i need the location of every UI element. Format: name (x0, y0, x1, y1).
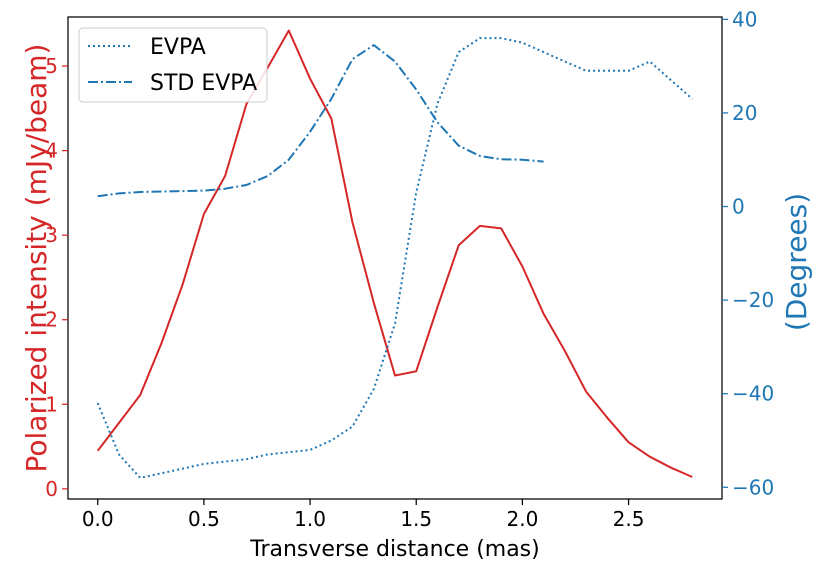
y-axis-label-right: (Degrees) (780, 193, 813, 331)
x-axis-label: Transverse distance (mas) (249, 537, 539, 562)
x-tick-label: 2.5 (613, 507, 645, 531)
y-left-tick-label: 2 (45, 308, 58, 332)
legend-evpa-label: EVPA (150, 35, 206, 60)
legend-box (78, 27, 268, 103)
series-line-std-evpa (97, 44, 544, 198)
y-left-tick-label: 0 (45, 477, 58, 501)
x-tick-label: 1.0 (294, 507, 326, 531)
ticks-layer: 0.0 0.5 1.0 1.5 2.0 2.5 0 1 2 3 4 5 40 20 0 −20 −40 −60 (45, 7, 774, 531)
y-right-tick-label: 40 (732, 7, 757, 31)
y-right-tick-label: 20 (732, 101, 757, 125)
series-line-evpa (96, 37, 693, 479)
x-tick-label: 2.0 (506, 507, 538, 531)
legend-std-evpa-label: STD EVPA (150, 71, 257, 96)
y-axis-label-left: Polarized intensity (mJy/beam) (20, 44, 53, 473)
y-left-tick-label: 4 (45, 139, 58, 163)
x-tick-label: 1.5 (400, 507, 432, 531)
y-right-tick-label: −60 (732, 475, 774, 499)
series-layer (96, 29, 693, 479)
x-tick-label: 0.0 (82, 507, 114, 531)
y-right-tick-label: 0 (732, 195, 745, 219)
y-right-tick-label: −20 (732, 288, 774, 312)
y-left-tick-label: 5 (45, 54, 58, 78)
y-left-tick-label: 3 (45, 223, 58, 247)
legend: EVPA STD EVPA (78, 27, 268, 103)
y-left-tick-label: 1 (45, 392, 58, 416)
y-right-tick-label: −40 (732, 382, 774, 406)
plot-frame (67, 16, 723, 500)
x-tick-label: 0.5 (188, 507, 220, 531)
series-line-polarized-intensity (96, 29, 693, 478)
